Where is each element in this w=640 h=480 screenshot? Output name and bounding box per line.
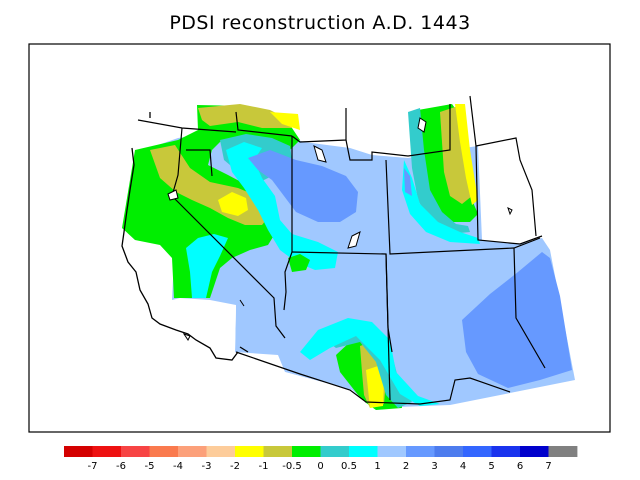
legend-swatch: [520, 446, 549, 457]
legend-tick-label: -3: [202, 461, 212, 472]
pdsi-region-yellow-south: [366, 366, 384, 408]
legend-swatches: [64, 446, 578, 457]
pdsi-region-cyan-west: [186, 234, 228, 298]
legend-tick-label: 6: [517, 461, 523, 472]
legend-tick-label: -5: [145, 461, 155, 472]
legend-tick-label: 7: [545, 461, 551, 472]
legend-swatch: [491, 446, 521, 457]
pdsi-region-olive-north: [198, 104, 292, 128]
legend-swatch: [349, 446, 378, 457]
legend-tick-label: -4: [173, 461, 183, 472]
legend-swatch: [178, 446, 207, 457]
legend-tick-label: 4: [460, 461, 466, 472]
legend-tick-label: -1: [259, 461, 269, 472]
pdsi-region-olive-east: [440, 106, 472, 204]
legend-tick-label: 3: [431, 461, 437, 472]
pdsi-region-blue-ne: [404, 168, 412, 196]
pdsi-region-teal-south: [320, 322, 412, 408]
legend-swatch: [548, 446, 578, 457]
map-frame: [28, 43, 611, 433]
legend-swatch: [463, 446, 492, 457]
legend-swatch: [320, 446, 350, 457]
legend-tick-label: 1: [374, 461, 380, 472]
pdsi-region-yellow-east: [455, 104, 478, 205]
nodata-region-southwest: [180, 300, 366, 408]
pdsi-region-cyan-east: [402, 160, 480, 244]
pdsi-region-teal-east: [408, 108, 470, 234]
legend-swatch: [149, 446, 179, 457]
legend-swatch: [121, 446, 150, 457]
legend-swatch: [406, 446, 435, 457]
pdsi-region-cyan-central: [226, 142, 338, 270]
pdsi-region-yellow-north: [270, 112, 300, 130]
legend-tick-label: 0: [317, 461, 323, 472]
legend-tick-label: 0.5: [341, 461, 357, 472]
pdsi-region-green-center: [288, 254, 310, 272]
legend-swatch: [377, 446, 407, 457]
legend-swatch: [292, 446, 321, 457]
legend-swatch: [64, 446, 93, 457]
pdsi-region-cyan-south: [300, 318, 440, 406]
legend-tick-label: -0.5: [282, 461, 302, 472]
pdsi-region-blue-north: [248, 150, 358, 222]
legend-tick-label: 2: [403, 461, 409, 472]
legend-tick-label: -6: [116, 461, 126, 472]
lakes: [167, 117, 513, 341]
coastline: [121, 112, 249, 361]
map-title: PDSI reconstruction A.D. 1443: [169, 12, 471, 34]
state-boundaries: [137, 95, 546, 405]
legend-tick-labels: -7 -6 -5 -4 -3 -2 -1 -0.5 0 0.5 1 2 3 4 5 6 7: [88, 461, 552, 472]
pdsi-region-yellow-west: [218, 192, 248, 216]
legend-tick-label: -7: [88, 461, 98, 472]
legend-swatch: [206, 446, 236, 457]
legend-swatch: [92, 446, 122, 457]
legend-tick-label: 5: [488, 461, 494, 472]
legend-swatch: [263, 446, 293, 457]
legend-swatch: [235, 446, 264, 457]
legend-tick-label: -2: [230, 461, 240, 472]
legend-swatch: [434, 446, 464, 457]
